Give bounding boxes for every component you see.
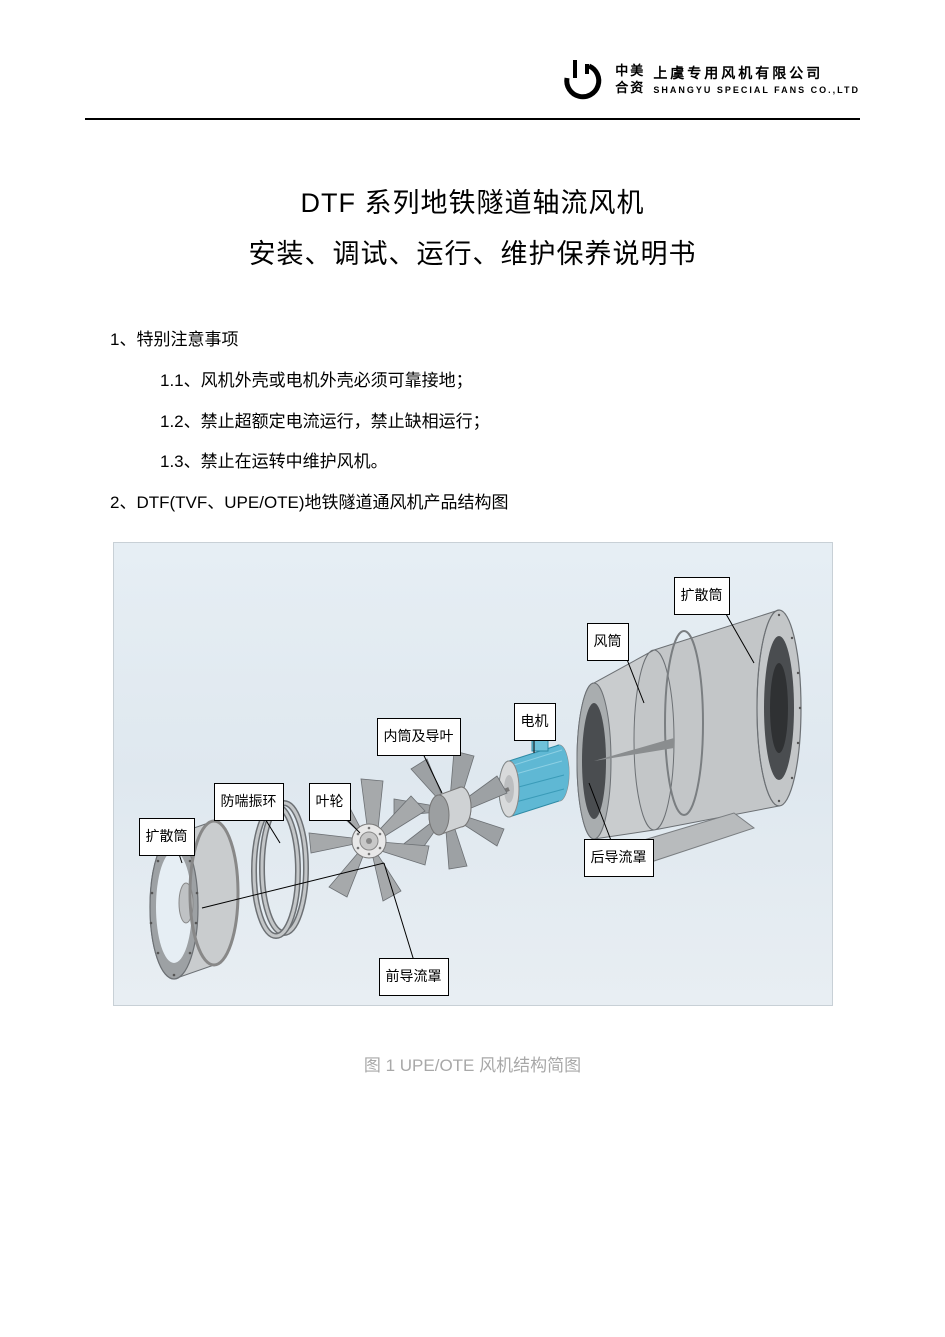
logo-icon (561, 58, 605, 102)
title-line-2: 安装、调试、运行、维护保养说明书 (0, 229, 945, 280)
section-1-item-1: 1.1、风机外壳或电机外壳必须可靠接地； (110, 361, 835, 402)
logo-cn-text: 中美 合资 (615, 63, 645, 97)
callout-anti-surge-ring: 防喘振环 (214, 783, 284, 821)
logo-cn-line1: 中美 (615, 63, 645, 80)
document-body: 1、特别注意事项 1.1、风机外壳或电机外壳必须可靠接地； 1.2、禁止超额定电… (110, 320, 835, 1087)
callout-inner-guide-vane: 内筒及导叶 (377, 718, 461, 756)
header-divider (85, 118, 860, 120)
logo-cn-line2: 合资 (615, 80, 645, 97)
section-1-item-3: 1.3、禁止在运转中维护风机。 (110, 442, 835, 483)
callout-diffuser-right: 扩散筒 (674, 577, 730, 615)
callout-motor: 电机 (514, 703, 556, 741)
anti-surge-ring-group (254, 803, 306, 936)
section-1-heading: 1、特别注意事项 (110, 320, 835, 361)
document-title: DTF 系列地铁隧道轴流风机 安装、调试、运行、维护保养说明书 (0, 178, 945, 281)
company-name-cn: 上虞专用风机有限公司 (653, 64, 860, 84)
figure-caption: 图 1 UPE/OTE 风机结构简图 (110, 1046, 835, 1087)
callout-front-cone: 前导流罩 (379, 958, 449, 996)
callout-rear-cone: 后导流罩 (584, 839, 654, 877)
fan-structure-diagram: 扩散筒 风筒 电机 内筒及导叶 叶轮 防喘振环 扩散筒 后导流罩 前导流罩 (113, 542, 833, 1006)
logo-text: 中美 合资 上虞专用风机有限公司 SHANGYU SPECIAL FANS CO… (615, 63, 860, 97)
title-line-1: DTF 系列地铁隧道轴流风机 (0, 178, 945, 229)
company-block: 上虞专用风机有限公司 SHANGYU SPECIAL FANS CO.,LTD (653, 64, 860, 96)
section-2-heading: 2、DTF(TVF、UPE/OTE)地铁隧道通风机产品结构图 (110, 483, 835, 524)
callout-diffuser-left: 扩散筒 (139, 818, 195, 856)
section-1-item-2: 1.2、禁止超额定电流运行，禁止缺相运行； (110, 402, 835, 443)
motor-group (479, 739, 569, 817)
diagram-container: 扩散筒 风筒 电机 内筒及导叶 叶轮 防喘振环 扩散筒 后导流罩 前导流罩 图 … (110, 542, 835, 1087)
callout-fan-housing: 风筒 (587, 623, 629, 661)
page-header: 中美 合资 上虞专用风机有限公司 SHANGYU SPECIAL FANS CO… (561, 58, 860, 102)
callout-impeller: 叶轮 (309, 783, 351, 821)
company-name-en: SHANGYU SPECIAL FANS CO.,LTD (653, 84, 860, 97)
